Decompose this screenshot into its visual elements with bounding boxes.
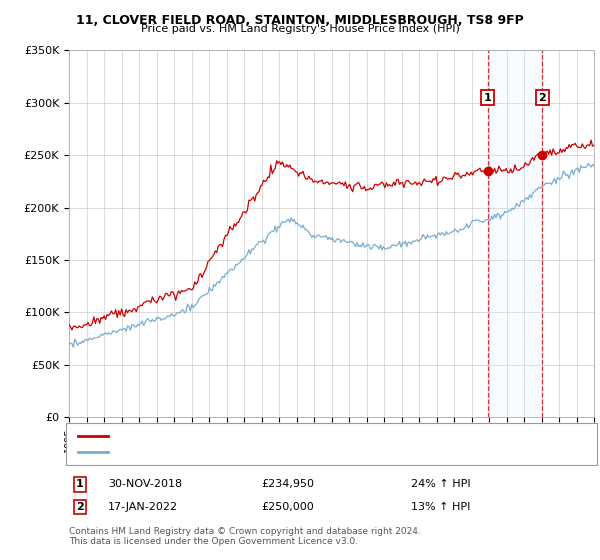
- Text: 1: 1: [484, 92, 491, 102]
- Bar: [488, 50, 542, 417]
- Text: 2: 2: [539, 92, 546, 102]
- Text: 11, CLOVER FIELD ROAD, STAINTON, MIDDLESBROUGH, TS8 9FP (detached house): 11, CLOVER FIELD ROAD, STAINTON, MIDDLES…: [117, 431, 545, 441]
- Text: 2: 2: [76, 502, 83, 512]
- Text: Price paid vs. HM Land Registry's House Price Index (HPI): Price paid vs. HM Land Registry's House …: [140, 24, 460, 34]
- Text: 1: 1: [76, 479, 83, 489]
- Text: 11, CLOVER FIELD ROAD, STAINTON, MIDDLESBROUGH, TS8 9FP: 11, CLOVER FIELD ROAD, STAINTON, MIDDLES…: [76, 14, 524, 27]
- Text: 30-NOV-2018: 30-NOV-2018: [108, 479, 182, 489]
- Text: 24% ↑ HPI: 24% ↑ HPI: [411, 479, 470, 489]
- Text: HPI: Average price, detached house, Middlesbrough: HPI: Average price, detached house, Midd…: [117, 447, 387, 457]
- Text: 17-JAN-2022: 17-JAN-2022: [108, 502, 178, 512]
- Text: £234,950: £234,950: [261, 479, 314, 489]
- Text: 13% ↑ HPI: 13% ↑ HPI: [411, 502, 470, 512]
- Text: Contains HM Land Registry data © Crown copyright and database right 2024.
This d: Contains HM Land Registry data © Crown c…: [69, 526, 421, 546]
- Text: £250,000: £250,000: [261, 502, 314, 512]
